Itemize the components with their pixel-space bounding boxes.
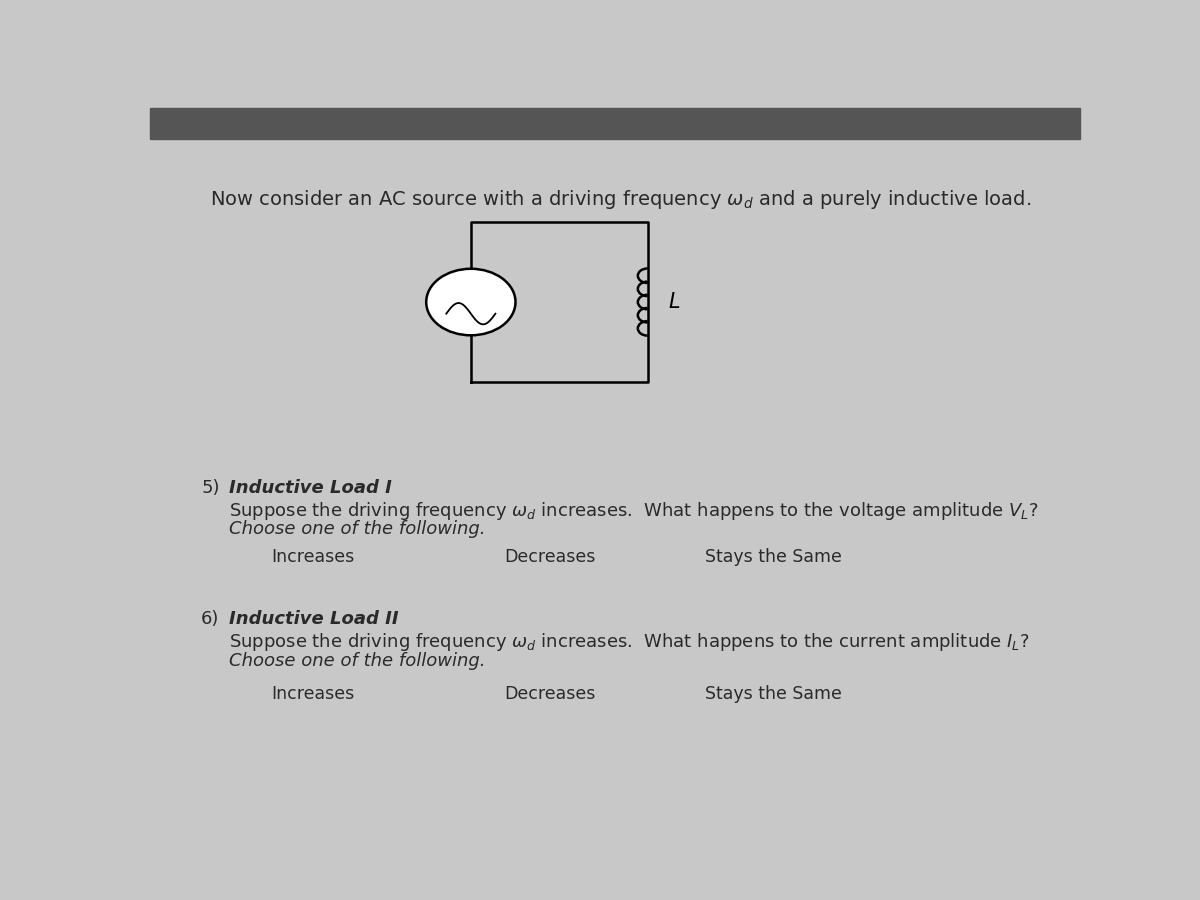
Bar <box>150 108 1080 140</box>
Text: Inductive Load II: Inductive Load II <box>229 610 398 628</box>
Circle shape <box>426 269 516 336</box>
Text: 6): 6) <box>202 610 220 628</box>
Text: $L$: $L$ <box>668 292 680 312</box>
Text: Stays the Same: Stays the Same <box>704 685 841 703</box>
Text: Decreases: Decreases <box>504 548 595 566</box>
Text: Increases: Increases <box>271 685 354 703</box>
Text: Inductive Load I: Inductive Load I <box>229 479 392 497</box>
Text: Increases: Increases <box>271 548 354 566</box>
Text: Choose one of the following.: Choose one of the following. <box>229 652 486 670</box>
Text: Suppose the driving frequency $\omega_d$ increases.  What happens to the voltage: Suppose the driving frequency $\omega_d$… <box>229 500 1038 521</box>
Text: Suppose the driving frequency $\omega_d$ increases.  What happens to the current: Suppose the driving frequency $\omega_d$… <box>229 631 1030 653</box>
Text: Stays the Same: Stays the Same <box>704 548 841 566</box>
Text: Now consider an AC source with a driving frequency $\omega_d$ and a purely induc: Now consider an AC source with a driving… <box>210 188 1032 211</box>
Text: Choose one of the following.: Choose one of the following. <box>229 520 486 538</box>
Text: 5): 5) <box>202 479 220 497</box>
Text: Decreases: Decreases <box>504 685 595 703</box>
